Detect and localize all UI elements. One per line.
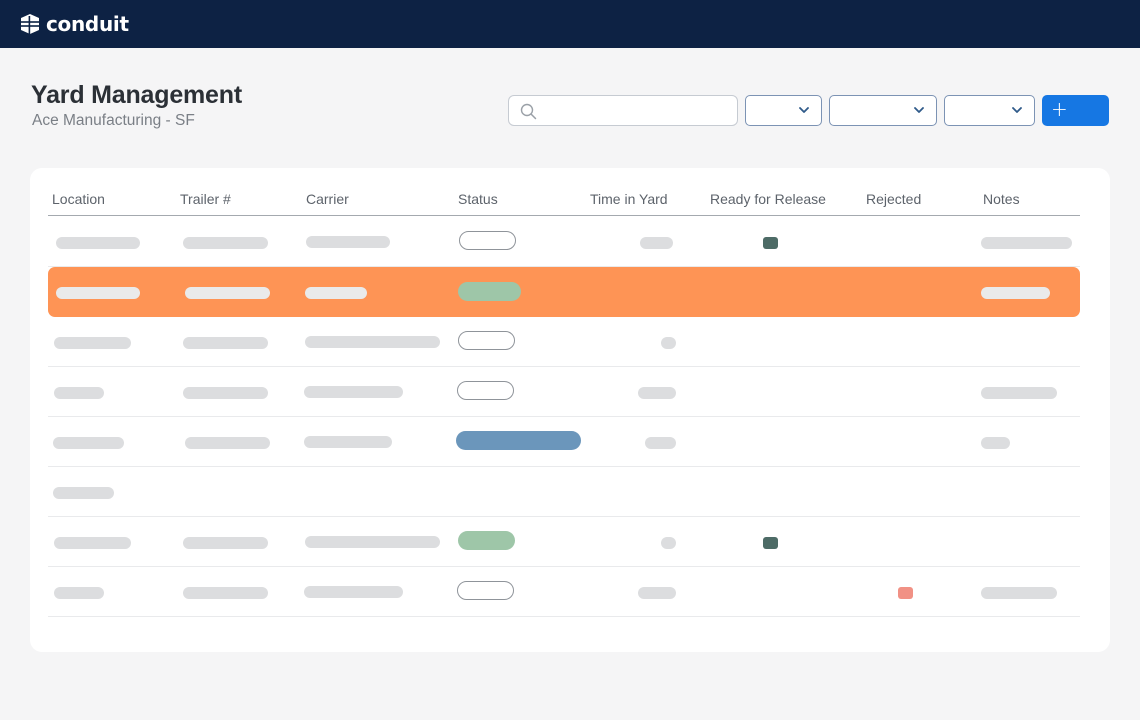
location-cell-placeholder: [54, 537, 131, 549]
table-row-selected[interactable]: [48, 267, 1080, 317]
carrier-cell-placeholder: [305, 336, 440, 348]
ready-for-release-marker: [763, 537, 778, 549]
table-header-divider: [48, 215, 1080, 216]
chevron-down-icon: [1012, 107, 1022, 113]
status-badge: [457, 581, 514, 600]
trailer-cell-placeholder: [183, 587, 268, 599]
page-title: Yard Management: [31, 81, 242, 109]
time-in-yard-placeholder: [661, 337, 676, 349]
filter-dropdown-3[interactable]: [944, 95, 1035, 126]
carrier-cell-placeholder: [304, 386, 403, 398]
filter-dropdown-2[interactable]: [829, 95, 937, 126]
notes-cell-placeholder: [981, 237, 1072, 249]
status-badge: [458, 531, 515, 550]
trailer-cell-placeholder: [185, 437, 270, 449]
table-row[interactable]: [48, 317, 1080, 367]
notes-cell-placeholder: [981, 287, 1050, 299]
notes-cell-placeholder: [981, 387, 1057, 399]
ready-for-release-marker: [763, 237, 778, 249]
status-badge: [458, 331, 515, 350]
trailer-cell-placeholder: [183, 537, 268, 549]
column-header-time-in-yard[interactable]: Time in Yard: [590, 191, 668, 207]
location-cell-placeholder: [53, 437, 124, 449]
column-header-rejected[interactable]: Rejected: [866, 191, 922, 207]
chevron-down-icon: [914, 107, 924, 113]
table-row[interactable]: [48, 417, 1080, 467]
page-subtitle: Ace Manufacturing - SF: [32, 112, 195, 129]
row-divider: [48, 416, 1080, 417]
row-divider: [48, 566, 1080, 567]
time-in-yard-placeholder: [638, 387, 676, 399]
column-header-notes[interactable]: Notes: [983, 191, 1020, 207]
brand-name: conduit: [46, 12, 129, 36]
add-button[interactable]: +: [1042, 95, 1109, 126]
carrier-cell-placeholder: [305, 287, 367, 299]
location-cell-placeholder: [53, 487, 114, 499]
column-header-ready-for-release[interactable]: Ready for Release: [710, 191, 826, 207]
time-in-yard-placeholder: [640, 237, 673, 249]
carrier-cell-placeholder: [304, 586, 403, 598]
carrier-cell-placeholder: [304, 436, 392, 448]
conduit-logo-icon: [21, 14, 39, 34]
chevron-down-icon: [799, 107, 809, 113]
trailer-cell-placeholder: [183, 337, 268, 349]
time-in-yard-placeholder: [661, 537, 676, 549]
row-divider: [48, 516, 1080, 517]
column-header-location[interactable]: Location: [52, 191, 105, 207]
status-badge: [459, 231, 516, 250]
yard-table-card: Location Trailer # Carrier Status Time i…: [30, 168, 1110, 652]
location-cell-placeholder: [54, 387, 104, 399]
trailer-cell-placeholder: [183, 387, 268, 399]
table-row[interactable]: [48, 367, 1080, 417]
carrier-cell-placeholder: [306, 236, 390, 248]
time-in-yard-placeholder: [638, 587, 676, 599]
location-cell-placeholder: [54, 587, 104, 599]
trailer-cell-placeholder: [183, 237, 268, 249]
status-badge: [457, 381, 514, 400]
column-header-trailer[interactable]: Trailer #: [180, 191, 231, 207]
status-badge: [458, 282, 521, 301]
brand-logo[interactable]: conduit: [19, 12, 129, 36]
search-icon: [520, 103, 537, 120]
location-cell-placeholder: [56, 237, 140, 249]
plus-icon: +: [1051, 97, 1068, 121]
location-cell-placeholder: [56, 287, 140, 299]
search-input[interactable]: [543, 100, 729, 121]
row-divider: [48, 366, 1080, 367]
time-in-yard-placeholder: [645, 437, 676, 449]
status-badge: [456, 431, 581, 450]
row-divider: [48, 616, 1080, 617]
row-divider: [48, 266, 1080, 267]
location-cell-placeholder: [54, 337, 131, 349]
search-box[interactable]: [508, 95, 738, 126]
rejected-marker: [898, 587, 913, 599]
carrier-cell-placeholder: [305, 536, 440, 548]
notes-cell-placeholder: [981, 587, 1057, 599]
notes-cell-placeholder: [981, 437, 1010, 449]
column-header-status[interactable]: Status: [458, 191, 498, 207]
table-row[interactable]: [48, 567, 1080, 617]
top-nav-bar: conduit: [0, 0, 1140, 48]
trailer-cell-placeholder: [185, 287, 270, 299]
row-divider: [48, 466, 1080, 467]
table-row[interactable]: [48, 517, 1080, 567]
filter-dropdown-1[interactable]: [745, 95, 822, 126]
table-row[interactable]: [48, 467, 1080, 517]
table-row[interactable]: [48, 217, 1080, 267]
column-header-carrier[interactable]: Carrier: [306, 191, 349, 207]
